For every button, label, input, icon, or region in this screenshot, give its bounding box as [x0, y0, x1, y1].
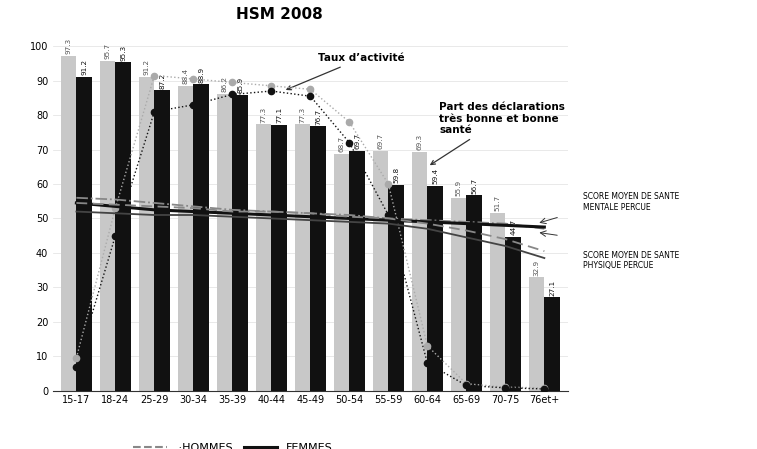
Text: 88.9: 88.9	[198, 66, 204, 83]
Bar	[271, 125, 287, 391]
Text: 95.7: 95.7	[104, 43, 111, 59]
Bar	[544, 297, 560, 391]
Bar	[372, 150, 388, 391]
Text: 85.9: 85.9	[237, 77, 243, 93]
Bar	[490, 212, 506, 391]
Text: 91.2: 91.2	[81, 59, 87, 75]
Bar	[428, 186, 443, 391]
Text: 95.3: 95.3	[120, 44, 126, 61]
Bar	[193, 84, 209, 391]
Bar	[310, 127, 326, 391]
Text: HSM 2008: HSM 2008	[236, 7, 322, 22]
Bar	[139, 77, 154, 391]
Text: 88.4: 88.4	[182, 68, 188, 84]
Text: 55.9: 55.9	[456, 180, 462, 196]
Text: 77.3: 77.3	[300, 106, 306, 123]
Text: 44.7: 44.7	[510, 219, 516, 235]
Bar	[334, 154, 350, 391]
Text: 86.2: 86.2	[222, 76, 228, 92]
Text: 97.3: 97.3	[66, 38, 72, 54]
Bar	[350, 150, 365, 391]
Text: 59.4: 59.4	[432, 168, 438, 185]
Text: Part des déclarations
très bonne et bonne
santé: Part des déclarations très bonne et bonn…	[431, 102, 565, 164]
Text: 91.2: 91.2	[144, 59, 150, 75]
Text: SCORE MOYEN DE SANTE
PHYSIQUE PERCUE: SCORE MOYEN DE SANTE PHYSIQUE PERCUE	[583, 251, 679, 270]
Text: Taux d’activité: Taux d’activité	[287, 53, 405, 90]
Text: 27.1: 27.1	[549, 279, 555, 295]
Bar	[232, 95, 248, 391]
Bar	[256, 124, 271, 391]
Text: 77.1: 77.1	[276, 107, 282, 123]
Text: 69.3: 69.3	[416, 134, 422, 150]
Bar	[528, 277, 544, 391]
Text: 76.7: 76.7	[315, 109, 321, 125]
Text: 87.2: 87.2	[159, 72, 165, 88]
Bar	[76, 77, 92, 391]
Bar	[388, 185, 404, 391]
Text: 51.7: 51.7	[494, 195, 500, 211]
Bar	[154, 90, 170, 391]
Text: 59.8: 59.8	[393, 167, 399, 183]
Legend:  ·HOMMES, FEMMES: ·HOMMES, FEMMES	[129, 439, 338, 449]
Text: 69.7: 69.7	[354, 133, 360, 149]
Bar	[178, 86, 193, 391]
Bar	[115, 62, 131, 391]
Text: 32.9: 32.9	[534, 260, 540, 276]
Text: 69.7: 69.7	[378, 133, 384, 149]
Bar	[506, 237, 521, 391]
Bar	[217, 94, 232, 391]
Bar	[61, 56, 76, 391]
Text: 77.3: 77.3	[260, 106, 266, 123]
Bar	[450, 198, 466, 391]
Text: SCORE MOYEN DE SANTE
MENTALE PERCUE: SCORE MOYEN DE SANTE MENTALE PERCUE	[583, 192, 679, 212]
Bar	[100, 61, 115, 391]
Bar	[466, 195, 482, 391]
Bar	[412, 152, 428, 391]
Text: 68.7: 68.7	[338, 136, 344, 152]
Text: 56.7: 56.7	[471, 177, 477, 194]
Bar	[294, 124, 310, 391]
